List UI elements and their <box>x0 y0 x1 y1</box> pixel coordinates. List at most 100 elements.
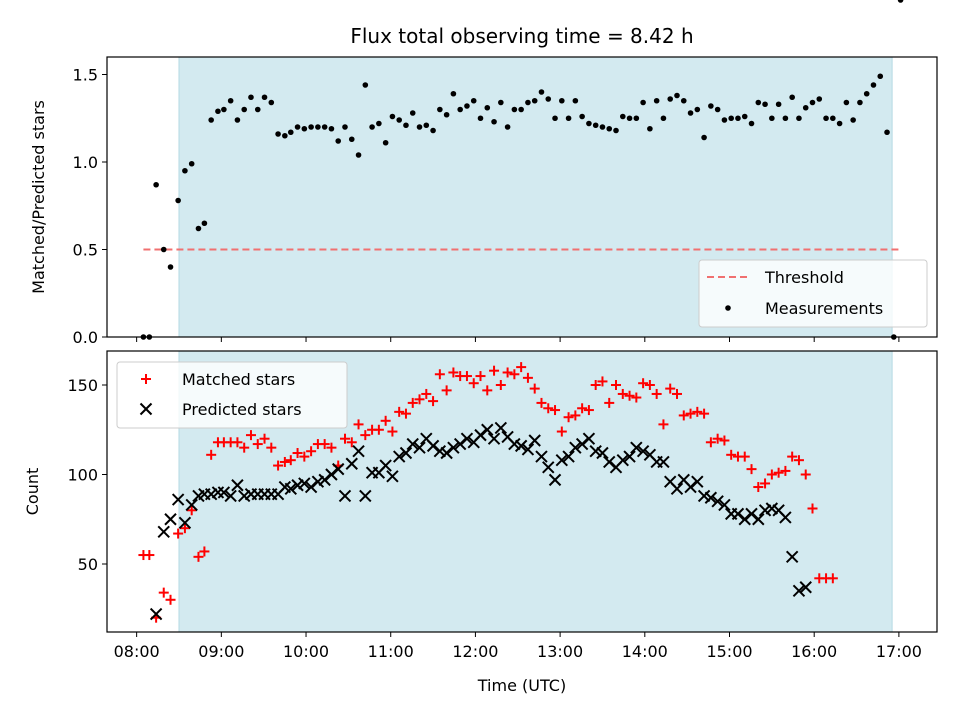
predicted-star-point <box>406 437 419 451</box>
cross-stroke <box>542 461 555 474</box>
cross-stroke <box>603 455 616 469</box>
measurement-point <box>850 117 856 123</box>
measurement-point <box>518 106 524 113</box>
matched-star-point <box>516 362 527 373</box>
x-tick-label: 10:00 <box>283 642 329 661</box>
cross-stroke <box>386 470 399 483</box>
x-tick-label: 16:00 <box>791 642 837 661</box>
predicted-star-point <box>718 498 731 512</box>
top-axes-frame <box>106 56 938 338</box>
measurement-point <box>308 124 314 130</box>
predicted-star-point <box>792 584 806 598</box>
cross-stroke <box>670 482 684 496</box>
top-y-ticks: 0.0 0.5 1.0 1.5 <box>73 66 107 347</box>
measurement-point <box>201 220 208 227</box>
matched-star-point <box>245 430 256 441</box>
measurement-point <box>775 101 782 108</box>
matched-star-point <box>441 385 452 396</box>
measurement-point <box>640 99 646 106</box>
measurement-point <box>667 96 674 102</box>
matched-star-point <box>279 456 290 467</box>
measurement-point <box>450 90 457 97</box>
measurement-point <box>782 115 789 122</box>
matched-star-point <box>144 550 155 561</box>
y-tick-label: 1.0 <box>73 153 98 172</box>
cross-stroke <box>630 441 643 454</box>
matched-star-point <box>239 442 250 453</box>
legend-box <box>698 259 928 328</box>
predicted-star-point <box>149 607 163 621</box>
cross-stroke <box>508 437 521 451</box>
measurement-point <box>816 96 823 102</box>
measurement-point <box>376 120 382 127</box>
predicted-star-point <box>514 439 528 453</box>
matched-star-point <box>400 408 411 419</box>
cross-stroke <box>772 504 785 517</box>
measurement-point <box>362 82 369 88</box>
predicted-star-point <box>779 511 792 524</box>
measurement-point <box>268 99 275 106</box>
predicted-star-point <box>752 513 765 526</box>
top-legend: Threshold Measurements <box>698 259 928 328</box>
matched-star-point <box>800 469 811 480</box>
predicted-star-point <box>392 450 406 463</box>
predicted-star-point <box>332 462 345 476</box>
matched-star-point <box>407 397 418 408</box>
measurement-point <box>477 115 484 122</box>
cross-stroke <box>171 493 185 506</box>
matched-star-point <box>206 449 217 460</box>
cross-stroke <box>352 445 365 458</box>
measurement-point <box>409 110 416 116</box>
cross-stroke <box>745 507 758 521</box>
predicted-star-point <box>386 470 399 483</box>
measurement-point <box>687 110 694 116</box>
measurement-point <box>294 124 301 130</box>
matched-star-point <box>380 415 391 426</box>
matched-star-point <box>550 405 561 416</box>
measurement-point <box>708 103 714 109</box>
matched-star-point <box>421 388 432 399</box>
matched-star-point <box>339 433 350 444</box>
measurement-point <box>592 122 599 129</box>
predicted-star-point <box>352 445 365 458</box>
cross-stroke <box>217 486 231 499</box>
cross-stroke <box>332 462 345 476</box>
top-x-ticks <box>136 337 900 342</box>
matched-star-point <box>543 403 554 414</box>
matched-star-point <box>165 594 176 605</box>
legend-matched-label: Matched stars <box>182 370 295 389</box>
y-tick-label: 50 <box>78 555 98 574</box>
cross-stroke <box>413 441 426 454</box>
cross-stroke <box>691 475 704 488</box>
predicted-star-point <box>345 457 358 470</box>
matched-star-point <box>434 369 445 380</box>
measurement-point <box>789 94 795 101</box>
cross-stroke <box>447 441 460 454</box>
legend-measurements-swatch <box>725 305 731 311</box>
matched-star-point <box>577 403 588 414</box>
measurement-point <box>897 0 904 3</box>
matched-star-point <box>319 439 330 450</box>
matched-star-point <box>326 442 337 453</box>
matched-star-point <box>186 505 197 516</box>
predicted-star-point <box>338 489 352 503</box>
predicted-star-point <box>494 421 508 435</box>
measurement-point <box>748 120 755 127</box>
measurement-point <box>884 129 890 136</box>
matched-star-point <box>583 405 594 416</box>
y-tick-label: 0.5 <box>73 241 98 260</box>
matched-stars-markers <box>138 362 838 623</box>
matched-star-point <box>285 455 296 466</box>
matched-star-point <box>671 388 682 399</box>
x-tick-label: 17:00 <box>876 642 922 661</box>
matched-star-point <box>306 446 317 457</box>
predicted-star-point <box>623 450 636 463</box>
measurement-point <box>423 122 430 129</box>
predicted-star-point <box>691 475 704 488</box>
matched-star-point <box>158 587 169 598</box>
matched-star-point <box>780 465 791 476</box>
chart-title: Flux total observing time = 8.42 h <box>350 24 693 48</box>
matched-star-point <box>414 394 425 405</box>
predicted-star-point <box>171 493 185 506</box>
y-tick-label: 1.5 <box>73 66 98 85</box>
